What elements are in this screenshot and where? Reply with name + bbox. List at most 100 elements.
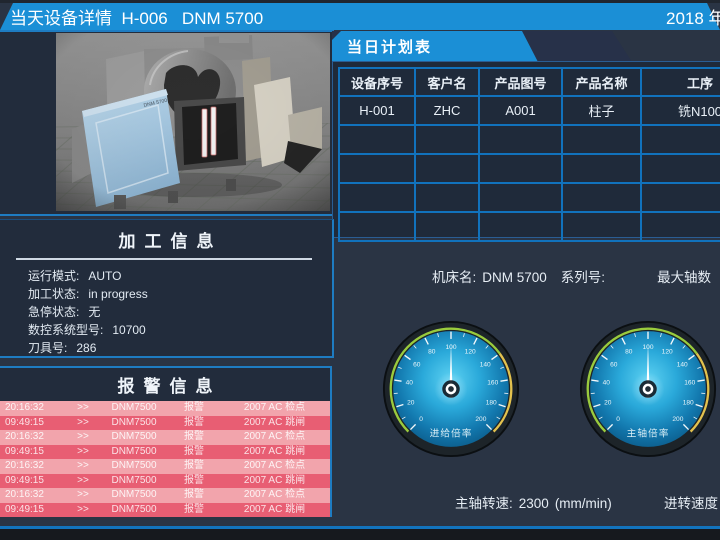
gauge-tick-label: 100	[445, 344, 456, 351]
alarm-message: 2007 AC 检点	[243, 402, 306, 413]
alarm-sep: >>	[77, 503, 89, 515]
plan-tab-label: 当日计划表	[347, 39, 433, 56]
alarm-sep: >>	[77, 431, 89, 442]
table-cell	[414, 211, 480, 242]
table-cell: 铣N100	[640, 95, 720, 126]
alarm-message: 2007 AC 跳闸	[243, 503, 306, 515]
processing-field: 刀具号: 286	[0, 339, 332, 357]
gauge-tick-label: 180	[683, 399, 694, 406]
table-cell	[640, 182, 720, 213]
alarm-row: 09:49:15 >> DNM7500 报警 2007 AC 跳闸	[0, 415, 330, 430]
plan-table: 设备序号 客户名 产品图号 产品名称 工序 H-001 ZHC A001 柱子 铣N100	[338, 67, 720, 242]
table-cell: H-001	[338, 95, 416, 126]
table-cell	[478, 182, 563, 213]
gauge-label: 主轴倍率	[627, 427, 670, 440]
gauge-tick-label: 60	[610, 361, 618, 368]
gauge-tick-label: 180	[486, 399, 497, 406]
processing-field: 急停状态: 无	[0, 303, 332, 321]
alarm-device: DNM7500	[111, 503, 157, 515]
gauge-tick-label: 200	[475, 416, 486, 423]
alarm-time: 09:49:15	[5, 416, 44, 428]
alarm-row: 20:16:32 >> DNM7500 报警 2007 AC 检点	[0, 459, 330, 474]
top-edge-strip	[0, 0, 720, 3]
alarm-time: 09:49:15	[5, 474, 44, 486]
gauge-tick-label: 0	[616, 416, 620, 423]
field-value: AUTO	[88, 269, 122, 283]
alarm-message: 2007 AC 跳闸	[243, 445, 306, 457]
table-row	[338, 182, 720, 213]
table-row	[338, 211, 720, 242]
alarm-type: 报警	[184, 489, 204, 500]
processing-info-title: 加工信息	[118, 232, 223, 251]
gauge-tick-label: 0	[419, 416, 423, 423]
serial-label: 系列号:	[560, 270, 606, 285]
table-cell	[338, 124, 416, 155]
table-cell	[478, 124, 563, 155]
alarm-time: 20:16:32	[5, 489, 44, 500]
page-title: 当天设备详情 H-006 DNM 5700	[10, 9, 264, 28]
alarm-message: 2007 AC 检点	[243, 489, 306, 500]
alarm-type: 报警	[184, 445, 204, 457]
field-label: 加工状态:	[28, 287, 80, 301]
column-header: 客户名	[414, 67, 480, 97]
alarm-message: 2007 AC 跳闸	[243, 474, 306, 486]
table-cell	[561, 153, 642, 184]
processing-field: 加工状态: in progress	[0, 285, 332, 303]
alarm-time: 09:49:15	[5, 445, 44, 457]
alarm-message: 2007 AC 检点	[243, 431, 306, 442]
alarm-device: DNM7500	[111, 402, 157, 413]
table-cell: A001	[478, 95, 563, 126]
alarm-type: 报警	[184, 431, 204, 442]
field-label: 数控系统型号:	[28, 323, 104, 337]
gauge-tick-label: 140	[480, 361, 491, 368]
field-value: 286	[76, 341, 97, 355]
table-cell	[338, 153, 416, 184]
gauge-tick-label: 160	[487, 380, 498, 387]
gauge-tick-label: 200	[672, 416, 683, 423]
alarm-message: 2007 AC 检点	[243, 460, 306, 471]
alarm-device: DNM7500	[111, 431, 157, 442]
gauge-tick-label: 40	[406, 380, 414, 387]
column-header: 工序	[640, 67, 720, 97]
alarm-row: 09:49:15 >> DNM7500 报警 2007 AC 跳闸	[0, 444, 330, 459]
table-cell: 柱子	[561, 95, 642, 126]
alarm-device: DNM7500	[111, 460, 157, 471]
gauge-tick-label: 20	[604, 399, 612, 406]
field-value: 无	[88, 305, 101, 319]
table-cell	[640, 124, 720, 155]
alarm-time: 20:16:32	[5, 431, 44, 442]
bottom-bar	[0, 529, 720, 540]
alarm-device: DNM7500	[111, 416, 157, 428]
gauge-tick-label: 160	[684, 380, 695, 387]
field-label: 运行模式:	[28, 269, 80, 283]
alarm-row: 20:16:32 >> DNM7500 报警 2007 AC 检点	[0, 401, 330, 416]
table-cell	[561, 182, 642, 213]
alarm-list: 20:16:32 >> DNM7500 报警 2007 AC 检点 09:49:15 >> D…	[0, 401, 330, 517]
alarm-sep: >>	[77, 445, 89, 457]
alarm-type: 报警	[184, 503, 204, 515]
processing-field: 数控系统型号: 10700	[0, 321, 332, 339]
alarm-row: 20:16:32 >> DNM7500 报警 2007 AC 检点	[0, 430, 330, 445]
max-axes-label: 最大轴数	[657, 270, 712, 285]
processing-field: 运行模式: AUTO	[0, 267, 332, 285]
alarm-type: 报警	[184, 416, 204, 428]
table-cell	[561, 211, 642, 242]
column-header: 产品名称	[561, 67, 642, 97]
tab-daily-plan[interactable]: 当日计划表	[332, 31, 538, 62]
alarm-sep: >>	[77, 402, 89, 413]
alarm-device: DNM7500	[111, 474, 157, 486]
machine-info-line: 机床名: DNM 5700 系列号: 最大轴数	[432, 266, 711, 286]
alarm-message: 2007 AC 跳闸	[243, 416, 306, 428]
machine-3d-image: DNM 5700	[56, 33, 330, 211]
table-cell	[414, 124, 480, 155]
column-header: 产品图号	[478, 67, 563, 97]
feed-speed-readout: 进转速度	[664, 492, 718, 512]
table-cell	[414, 182, 480, 213]
field-label: 刀具号:	[28, 341, 68, 355]
feed-speed-label: 进转速度	[664, 496, 718, 511]
alarm-time: 20:16:32	[5, 402, 44, 413]
